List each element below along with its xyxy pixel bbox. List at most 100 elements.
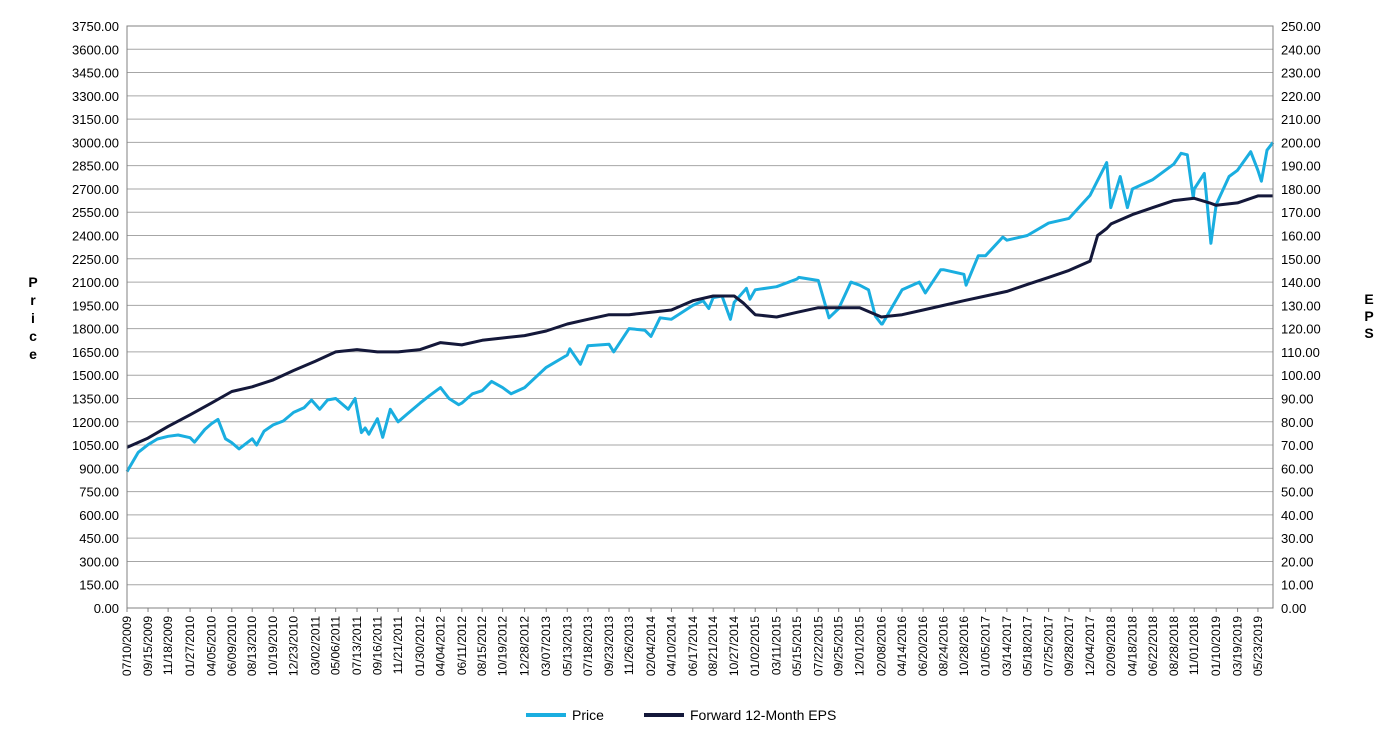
- right-y-tick-label: 160.00: [1281, 229, 1321, 244]
- x-tick-label: 06/11/2012: [455, 616, 469, 675]
- x-tick-label: 01/30/2012: [413, 616, 427, 676]
- x-tick-label: 07/13/2011: [350, 616, 364, 675]
- x-axis-ticks: 07/10/2009 09/15/2009 11/18/2009 01/27/2010…: [120, 608, 1265, 676]
- right-y-axis-ticks: 0.00 10.00 20.00 30.00 40.00 50.00 60.00 70.00 8…: [1281, 19, 1321, 616]
- right-axis-title-letter: S: [1364, 325, 1373, 341]
- right-axis-title-letter: E: [1364, 291, 1373, 307]
- x-tick-label: 04/18/2018: [1125, 616, 1139, 676]
- right-y-tick-label: 140.00: [1281, 275, 1321, 290]
- x-tick-label: 06/22/2018: [1146, 616, 1160, 676]
- x-tick-label: 09/28/2017: [1062, 616, 1076, 676]
- x-tick-label: 08/24/2016: [937, 616, 951, 676]
- right-y-tick-label: 170.00: [1281, 205, 1321, 220]
- right-y-tick-label: 90.00: [1281, 391, 1314, 406]
- x-tick-label: 03/19/2019: [1231, 616, 1245, 676]
- left-axis-title-letter: r: [30, 292, 36, 308]
- legend-label-forward-eps: Forward 12-Month EPS: [690, 707, 836, 723]
- right-axis-title: EPS: [1364, 291, 1373, 341]
- left-axis-title-letter: P: [28, 274, 37, 290]
- x-tick-label: 04/14/2016: [895, 616, 909, 676]
- right-y-tick-label: 250.00: [1281, 19, 1321, 34]
- x-tick-label: 10/27/2014: [727, 616, 741, 676]
- series-line-price: [125, 141, 1275, 473]
- x-tick-label: 06/17/2014: [686, 616, 700, 676]
- left-y-tick-label: 450.00: [79, 531, 119, 546]
- x-tick-label: 01/05/2017: [979, 616, 993, 676]
- x-tick-label: 12/04/2017: [1083, 616, 1097, 676]
- right-y-tick-label: 70.00: [1281, 438, 1314, 453]
- x-tick-label: 11/21/2011: [391, 616, 405, 675]
- x-tick-label: 11/01/2018: [1187, 616, 1201, 675]
- legend-item-price: Price: [526, 707, 604, 723]
- x-tick-label: 11/18/2009: [161, 616, 175, 675]
- left-axis-title-letter: e: [29, 346, 37, 362]
- right-y-tick-label: 110.00: [1281, 345, 1320, 360]
- right-y-tick-label: 200.00: [1281, 135, 1321, 150]
- x-tick-label: 02/08/2016: [874, 616, 888, 676]
- right-y-tick-label: 180.00: [1281, 182, 1321, 197]
- left-y-tick-label: 600.00: [79, 508, 119, 523]
- x-tick-label: 01/27/2010: [183, 616, 197, 676]
- left-y-axis-ticks: 0.00 150.00 300.00 450.00 600.00 750.00 900.00…: [72, 19, 119, 616]
- x-tick-label: 02/04/2014: [644, 616, 658, 676]
- right-y-tick-label: 120.00: [1281, 322, 1321, 337]
- x-tick-label: 06/20/2016: [916, 616, 930, 676]
- x-tick-label: 03/02/2011: [308, 616, 322, 675]
- left-y-tick-label: 1200.00: [72, 415, 119, 430]
- left-y-tick-label: 2400.00: [72, 229, 119, 244]
- left-y-tick-label: 3000.00: [72, 135, 119, 150]
- right-y-tick-label: 40.00: [1281, 508, 1314, 523]
- right-y-tick-label: 60.00: [1281, 461, 1314, 476]
- left-y-tick-label: 1950.00: [72, 298, 119, 313]
- right-y-tick-label: 220.00: [1281, 89, 1321, 104]
- x-tick-label: 05/06/2011: [329, 616, 343, 675]
- left-y-tick-label: 2700.00: [72, 182, 119, 197]
- x-tick-label: 11/26/2013: [622, 616, 636, 675]
- x-tick-label: 05/18/2017: [1020, 616, 1034, 676]
- x-tick-label: 08/15/2012: [475, 616, 489, 676]
- right-y-tick-label: 100.00: [1281, 368, 1321, 383]
- plot-area-border: [126, 25, 1274, 609]
- x-tick-label: 03/07/2013: [539, 616, 553, 676]
- left-y-tick-label: 3450.00: [72, 66, 119, 81]
- x-tick-label: 07/10/2009: [120, 616, 134, 676]
- x-tick-label: 05/15/2015: [790, 616, 804, 676]
- x-tick-label: 07/22/2015: [811, 616, 825, 676]
- grid-lines: [127, 25, 1273, 609]
- left-y-tick-label: 3750.00: [72, 19, 119, 34]
- right-y-tick-label: 0.00: [1281, 601, 1306, 616]
- x-tick-label: 08/13/2010: [245, 616, 259, 676]
- x-tick-label: 03/14/2017: [1000, 616, 1014, 676]
- x-tick-label: 10/19/2012: [496, 616, 510, 676]
- left-y-tick-label: 2100.00: [72, 275, 119, 290]
- right-y-tick-label: 80.00: [1281, 415, 1314, 430]
- right-y-tick-label: 20.00: [1281, 554, 1314, 569]
- left-y-tick-label: 3150.00: [72, 112, 119, 127]
- x-tick-label: 03/11/2015: [770, 616, 784, 675]
- x-tick-label: 05/13/2013: [560, 616, 574, 676]
- x-tick-label: 07/18/2013: [581, 616, 595, 676]
- x-tick-label: 04/04/2012: [433, 616, 447, 676]
- series-lines: [125, 141, 1275, 473]
- left-y-tick-label: 2250.00: [72, 252, 119, 267]
- legend-item-forward-eps: Forward 12-Month EPS: [644, 707, 836, 723]
- x-tick-label: 09/23/2013: [602, 616, 616, 676]
- left-y-tick-label: 750.00: [79, 485, 119, 500]
- left-y-tick-label: 300.00: [79, 554, 119, 569]
- left-y-tick-label: 900.00: [79, 461, 119, 476]
- right-y-tick-label: 130.00: [1281, 298, 1321, 313]
- left-y-tick-label: 3600.00: [72, 42, 119, 57]
- x-tick-label: 08/28/2018: [1167, 616, 1181, 676]
- right-y-tick-label: 150.00: [1281, 252, 1321, 267]
- left-y-tick-label: 1050.00: [72, 438, 119, 453]
- x-tick-label: 09/15/2009: [141, 616, 155, 676]
- x-tick-label: 09/25/2015: [832, 616, 846, 676]
- legend: Price Forward 12-Month EPS: [526, 707, 836, 723]
- right-y-tick-label: 230.00: [1281, 66, 1321, 81]
- right-y-tick-label: 30.00: [1281, 531, 1314, 546]
- left-y-tick-label: 1650.00: [72, 345, 119, 360]
- x-tick-label: 05/23/2019: [1251, 616, 1265, 676]
- left-axis-title-letter: c: [29, 328, 37, 344]
- series-line-forward-eps: [126, 194, 1273, 449]
